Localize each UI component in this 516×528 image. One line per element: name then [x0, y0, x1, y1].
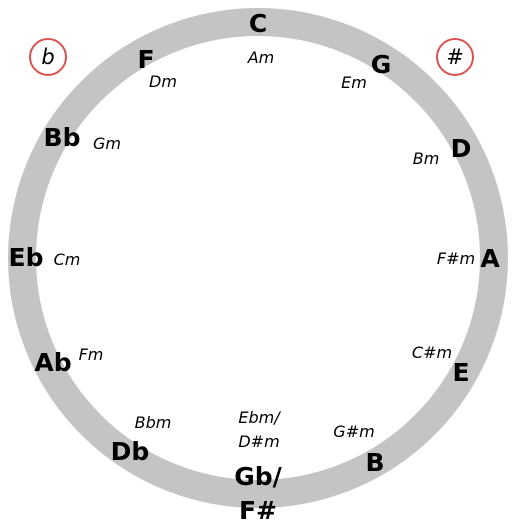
circle-of-fifths-ring [8, 8, 508, 508]
major-key-bb: Bb [44, 123, 81, 152]
minor-key-fm: Fm [79, 345, 104, 364]
minor-key-dm: Dm [149, 72, 177, 91]
minor-key-gm: Gm [93, 134, 121, 153]
minor-key-bbm: Bbm [135, 413, 172, 432]
minor-key-am: Am [247, 48, 275, 67]
major-key-d: D [451, 134, 472, 163]
flat-badge: b [29, 38, 67, 76]
major-key-c: C [249, 9, 267, 38]
major-key-b: B [365, 448, 384, 477]
major-key-db: Db [111, 437, 150, 466]
minor-key-em: Em [341, 73, 367, 92]
major-key-e: E [452, 358, 469, 387]
major-key-gb-fsharp-line-2: F# [239, 496, 277, 525]
major-key-ab: Ab [34, 348, 71, 377]
major-key-g: G [371, 50, 392, 79]
minor-key-csharpm: C#m [412, 343, 452, 362]
sharp-symbol: # [446, 45, 464, 69]
minor-key-fsharpm: F#m [437, 249, 475, 268]
flat-symbol: b [41, 45, 54, 69]
key-labels: CAm GEmDBmAF#mEC#mBG#mGb/F#Ebm/D#mDbBbmAb… [9, 9, 501, 525]
minor-key-ebm-dsharpm-line-2: D#m [238, 432, 279, 451]
sharp-badge-circle [436, 38, 474, 76]
minor-key-ebm-dsharpm-line-1: Ebm/ [238, 408, 281, 427]
major-key-eb: Eb [9, 243, 44, 272]
flat-badge-circle [29, 38, 67, 76]
minor-key-cm: Cm [54, 250, 81, 269]
minor-key-gsharpm: G#m [333, 422, 374, 441]
major-key-f: F [137, 45, 154, 74]
major-key-gb-fsharp-line-1: Gb/ [234, 462, 282, 491]
sharp-badge: # [436, 38, 474, 76]
minor-key-bm: Bm [413, 149, 440, 168]
major-key-a: A [480, 244, 500, 273]
